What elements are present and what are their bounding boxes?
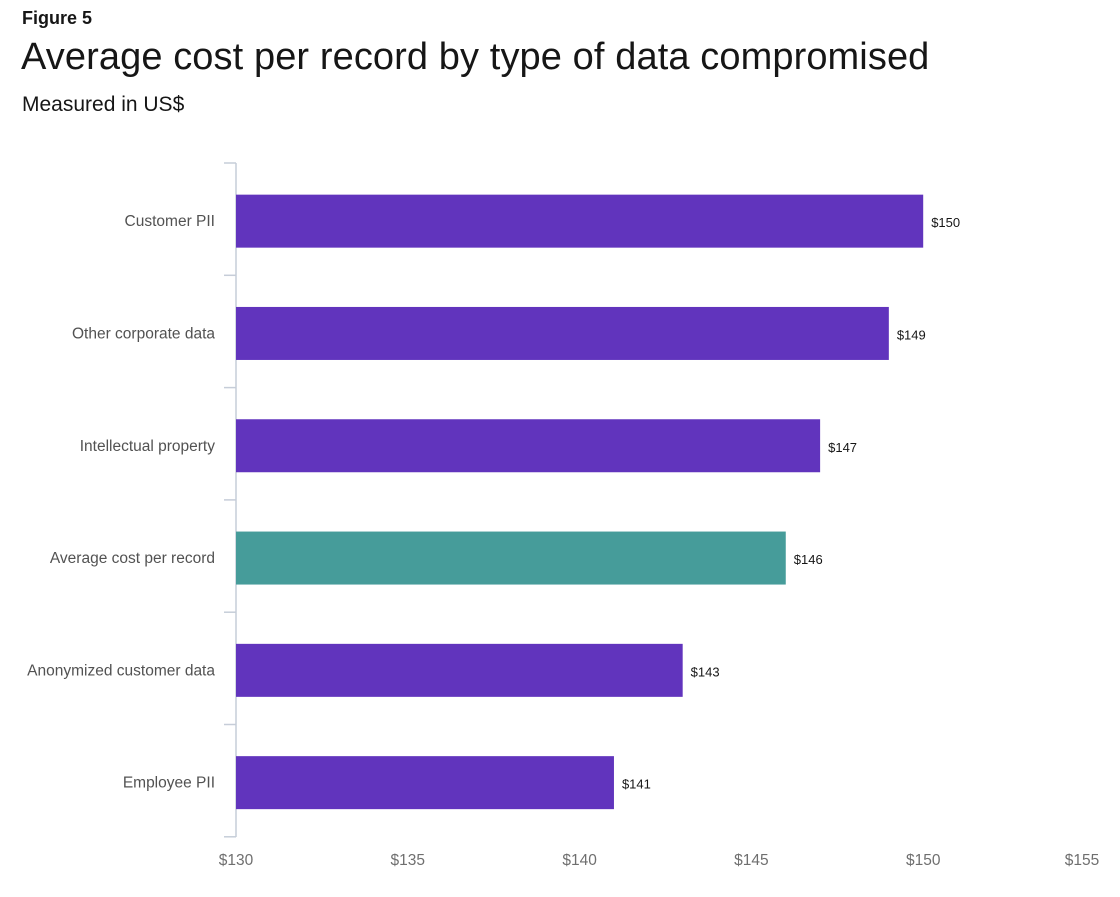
category-label: Anonymized customer data: [27, 662, 215, 679]
bar-anonymized-customer-data: [236, 643, 683, 697]
figure-label: Figure 5: [22, 8, 93, 28]
x-tick-label: $140: [562, 852, 597, 869]
category-label: Intellectual property: [80, 438, 216, 455]
x-tick-label: $150: [906, 852, 941, 869]
bar-average-cost-per-record: [236, 531, 786, 585]
bar-intellectual-property: [236, 419, 821, 473]
bar-customer-pii: [236, 194, 924, 248]
value-label: $143: [691, 664, 720, 679]
bar-employee-pii: [236, 756, 614, 810]
category-label: Other corporate data: [72, 325, 215, 342]
value-label: $150: [931, 215, 960, 230]
x-tick-label: $130: [219, 852, 254, 869]
category-label: Customer PII: [125, 213, 215, 230]
chart-title: Average cost per record by type of data …: [21, 36, 930, 78]
value-label: $147: [828, 440, 857, 455]
x-tick-label: $145: [734, 852, 768, 869]
x-tick-label: $155: [1065, 852, 1099, 869]
value-label: $146: [794, 552, 823, 567]
category-label: Average cost per record: [50, 550, 215, 567]
chart-subtitle: Measured in US$: [22, 93, 185, 116]
value-label: $141: [622, 777, 651, 792]
category-label: Employee PII: [123, 775, 215, 792]
x-tick-label: $135: [391, 852, 425, 869]
bar-other-corporate-data: [236, 306, 889, 360]
value-label: $149: [897, 327, 926, 342]
